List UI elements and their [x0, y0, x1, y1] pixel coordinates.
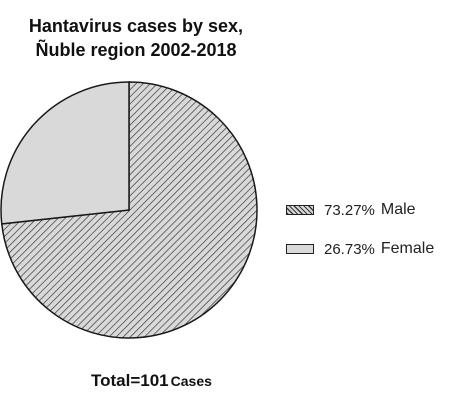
chart-title: Hantavirus cases by sex, Ñuble region 20…	[0, 14, 272, 62]
legend-percent-female: 26.73%	[324, 240, 375, 258]
legend-label-female: Female	[380, 240, 435, 257]
total-value: Total=101	[91, 371, 169, 390]
legend-item-male: 73.27% Male	[286, 199, 416, 221]
legend-swatch-male	[286, 205, 314, 215]
chart-title-line-1: Hantavirus cases by sex,	[28, 16, 244, 36]
legend-swatch-female	[286, 244, 314, 254]
chart-title-line-2: Ñuble region 2002-2018	[35, 40, 237, 60]
legend-percent-male: 73.27%	[324, 201, 375, 219]
legend-label-male: Male	[380, 201, 416, 218]
legend-item-female: 26.73% Female	[286, 238, 434, 260]
pie-slice-female	[0, 81, 130, 225]
total-unit: Cases	[170, 373, 212, 389]
total-cases-label: Total=101 Cases	[91, 371, 212, 391]
